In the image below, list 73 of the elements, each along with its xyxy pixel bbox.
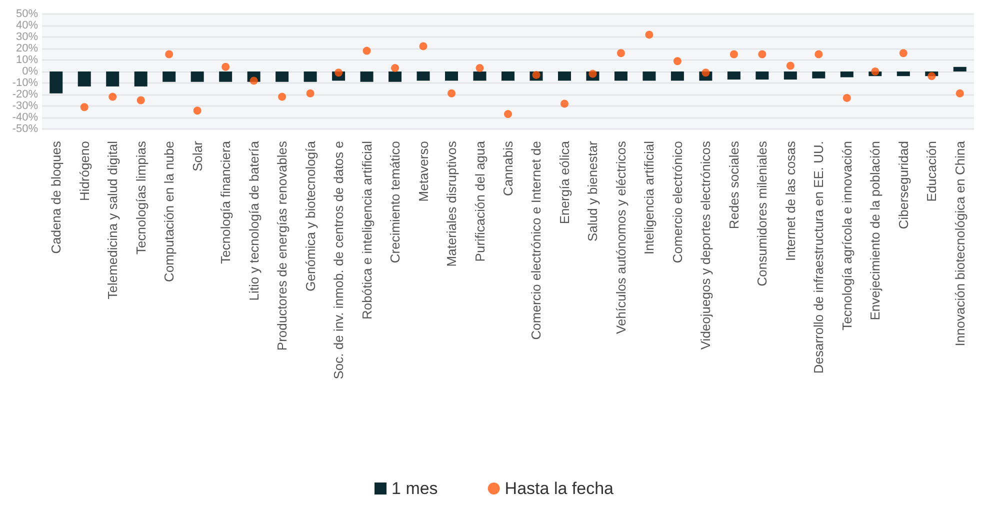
point — [448, 89, 456, 98]
x-tick-label: Computación en la nube — [162, 141, 177, 282]
x-tick-label: Tecnologías limpias — [133, 140, 148, 254]
point — [391, 64, 400, 72]
x-tick-label: Educación — [924, 141, 940, 202]
x-tick-label: Robótica e inteligencia artificial — [359, 140, 374, 320]
x-tick-label: Soc. de inv. inmob. de centros de datos e — [331, 141, 346, 380]
point — [362, 46, 371, 55]
point — [730, 50, 738, 58]
point — [476, 64, 484, 72]
x-tick-label: Videojuegos y deportes electrónicos — [698, 140, 714, 350]
point — [616, 49, 625, 58]
y-tick-label: -50% — [12, 123, 38, 135]
x-tick-label: Litio y tecnología de batería — [246, 140, 262, 301]
point — [136, 96, 145, 104]
x-tick-label: Envejecimiento de la población — [868, 141, 883, 320]
point — [80, 103, 88, 112]
x-tick-label: Cannabis — [500, 140, 516, 196]
x-tick-label: Innovación biotecnológica en China — [952, 140, 968, 346]
x-tick-label: Telemedicina y salud digital — [105, 140, 120, 300]
point — [645, 30, 654, 39]
y-tick-label: 30% — [16, 31, 38, 43]
point — [871, 68, 880, 76]
x-tick-label: Tecnología agrícola e innovación — [839, 141, 854, 330]
x-tick-label: Cadena de bloques — [48, 140, 64, 254]
x-tick-label: Tecnología financiera — [218, 140, 234, 264]
x-tick-label: Desarrollo de infraestructura en EE. UU. — [811, 141, 826, 374]
y-tick-label: 20% — [16, 42, 38, 54]
x-tick-label: Energía eólica — [556, 140, 572, 224]
x-tick-label: Salud y bienestar — [585, 140, 600, 242]
point — [560, 100, 568, 108]
x-tick-label: Hidrógeno — [76, 141, 92, 201]
point — [306, 89, 314, 98]
x-tick-label: Crecimiento temático — [388, 141, 403, 264]
point — [193, 106, 202, 115]
x-tick-label: Solar — [190, 140, 205, 172]
x-tick-label: Ciberseguridad — [896, 141, 911, 230]
x-tick-label: Consumidores mileniales — [754, 140, 770, 286]
x-tick-label: Purificación del agua — [472, 140, 488, 262]
point — [278, 92, 286, 101]
point — [108, 92, 117, 101]
point — [899, 49, 908, 58]
x-tick-label: Internet de las cosas — [782, 140, 798, 261]
y-tick-label: -40% — [12, 112, 38, 124]
x-tick-label: Inteligencia artificial — [642, 140, 657, 254]
point — [814, 50, 823, 58]
y-tick-label: 10% — [16, 54, 38, 66]
x-tick-label: Materiales disruptivos — [444, 140, 460, 267]
x-tick-label: Vehículos autónomos y eléctricos — [613, 140, 628, 334]
legend-label: Hasta la fecha — [504, 479, 614, 498]
point — [673, 57, 682, 66]
x-tick-label: Genómica y biotecnología — [302, 140, 318, 292]
point — [419, 42, 428, 50]
point — [504, 110, 512, 118]
x-tick-label: Redes sociales — [726, 140, 742, 230]
y-tick-label: 50% — [16, 8, 38, 20]
y-tick-label: -10% — [12, 77, 38, 89]
point — [758, 50, 766, 58]
x-tick-label: Comercio electrónico — [670, 141, 685, 264]
y-tick-label: 40% — [16, 20, 38, 32]
point — [222, 62, 230, 71]
point — [165, 50, 174, 58]
point — [842, 94, 851, 102]
point — [786, 62, 794, 70]
point — [956, 89, 964, 98]
y-tick-label: 0% — [22, 66, 38, 78]
point — [928, 72, 936, 80]
legend-label: 1 mes — [392, 479, 438, 498]
y-tick-label: -20% — [12, 88, 38, 100]
x-tick-label: Productores de energías renovables — [274, 140, 290, 351]
y-tick-label: -30% — [12, 100, 38, 112]
x-tick-label: Comercio electrónico e Internet de — [528, 141, 544, 340]
x-tick-label: Metaverso — [416, 141, 431, 202]
